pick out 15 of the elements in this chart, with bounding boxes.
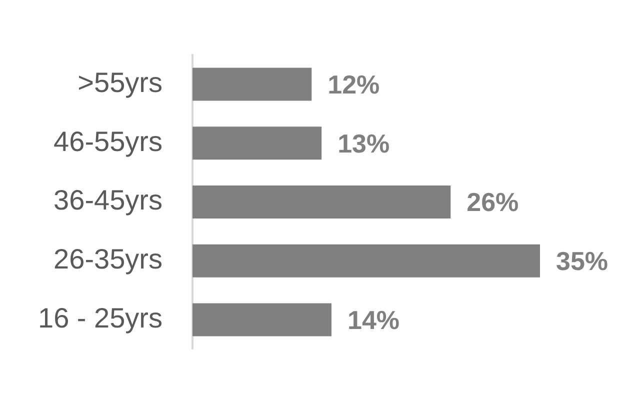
bar	[192, 303, 332, 336]
data-label: 12%	[328, 69, 380, 100]
data-label: 35%	[556, 246, 608, 276]
data-label: 14%	[348, 304, 400, 335]
data-label: 13%	[338, 128, 390, 158]
y-tick-label: 16 - 25yrs	[38, 302, 162, 334]
bar	[192, 186, 451, 218]
data-label: 26%	[466, 187, 519, 218]
y-tick-label: >55yrs	[78, 66, 162, 98]
bar	[192, 244, 540, 278]
bar	[192, 68, 312, 101]
y-tick-label: 46-55yrs	[54, 126, 162, 157]
y-tick-label: 36-45yrs	[54, 184, 162, 216]
y-tick-label: 26-35yrs	[54, 244, 162, 275]
bar	[192, 126, 322, 160]
